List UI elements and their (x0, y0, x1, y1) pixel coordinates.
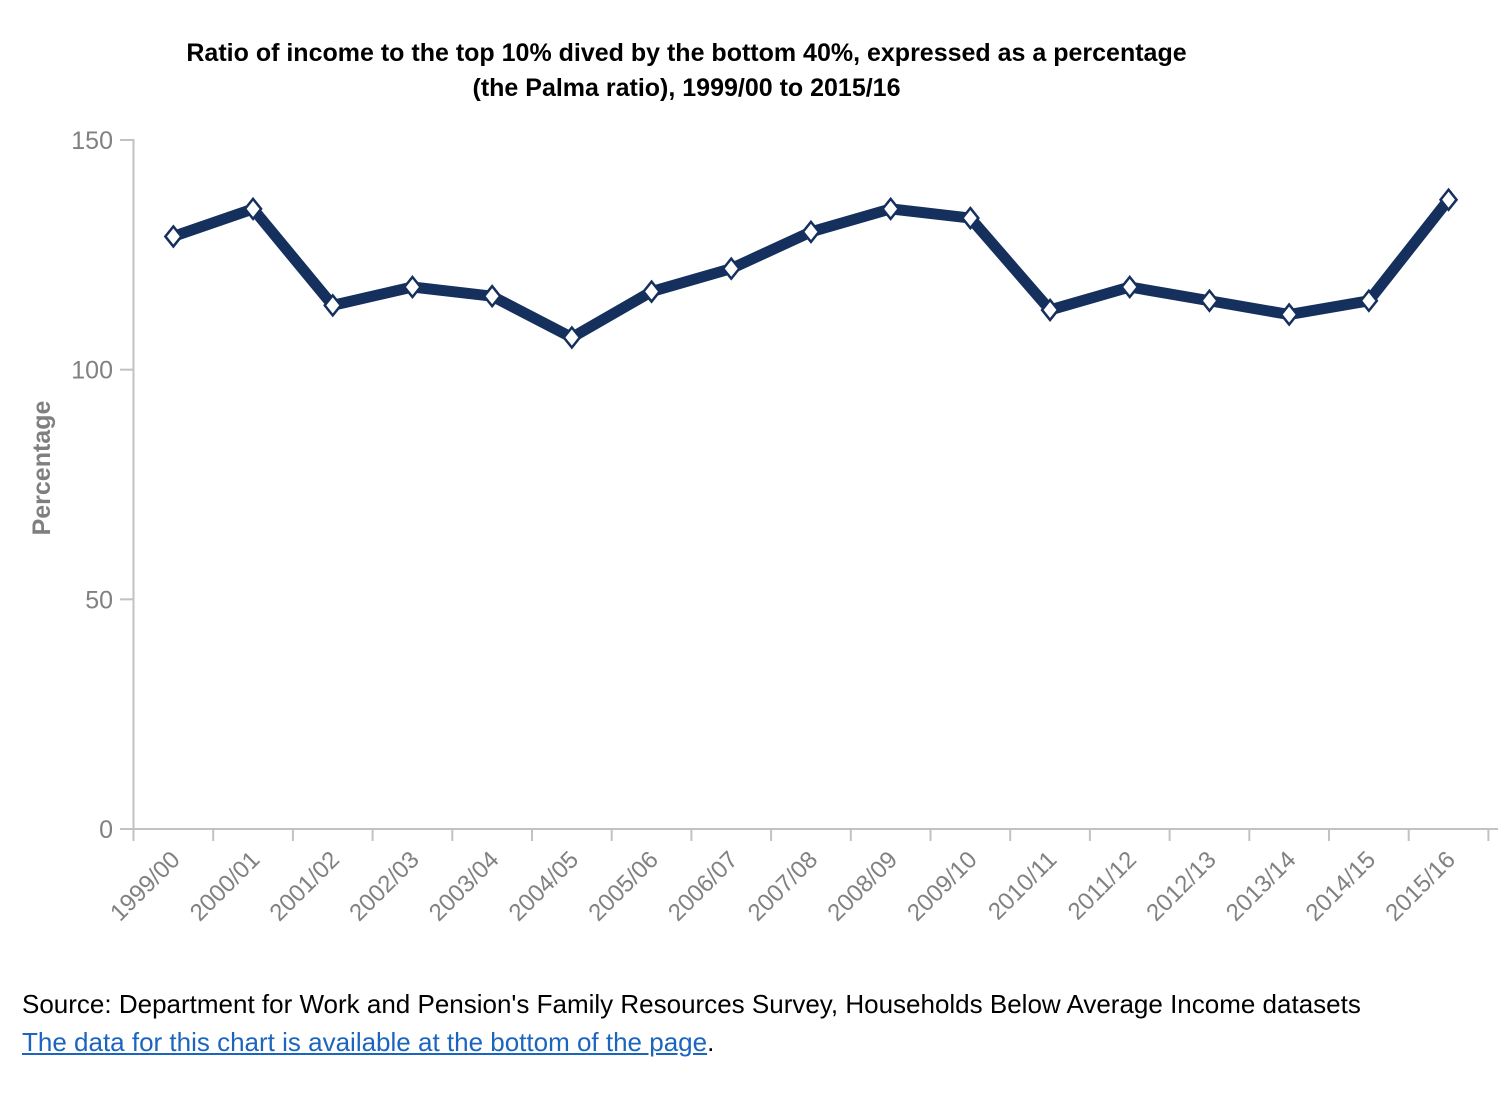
data-point-marker (323, 293, 343, 318)
x-tick-label: 2007/08 (743, 846, 823, 926)
data-point-marker (402, 274, 423, 299)
x-tick-label: 2001/02 (265, 846, 345, 926)
data-point-marker (482, 284, 502, 309)
x-tick-label: 2015/16 (1380, 846, 1460, 926)
x-tick-label: 2012/13 (1141, 846, 1221, 926)
data-point-marker (960, 206, 980, 231)
data-point-marker (562, 325, 582, 350)
data-point-marker (641, 279, 662, 304)
y-tick-label: 50 (85, 586, 113, 614)
x-tick-label: 2013/14 (1221, 846, 1301, 926)
data-link-line: The data for this chart is available at … (22, 1026, 1361, 1058)
y-tick-label: 150 (71, 127, 113, 155)
chart-title-line2: (the Palma ratio), 1999/00 to 2015/16 (472, 74, 901, 102)
data-point-marker (243, 196, 263, 221)
source-note: Source: Department for Work and Pension'… (22, 988, 1361, 1058)
x-tick-label: 2010/11 (983, 846, 1062, 925)
x-tick-label: 2006/07 (663, 846, 743, 926)
chart-title-line1: Ratio of income to the top 10% dived by … (186, 39, 1187, 67)
y-tick-label: 100 (71, 357, 113, 385)
x-tick-label: 2009/10 (902, 846, 982, 926)
y-tick-label: 0 (99, 816, 113, 844)
x-tick-label: 2003/04 (424, 846, 504, 926)
data-point-marker (1199, 288, 1220, 313)
data-point-marker (1040, 297, 1060, 322)
x-tick-label: 2005/06 (583, 846, 663, 926)
data-point-marker (881, 196, 901, 221)
chart-title: Ratio of income to the top 10% dived by … (0, 36, 1373, 106)
x-tick-label: 2002/03 (344, 846, 424, 926)
x-tick-label: 2008/09 (822, 846, 902, 926)
data-link[interactable]: The data for this chart is available at … (22, 1027, 708, 1057)
x-tick-label: 2004/05 (504, 846, 584, 926)
source-text: Source: Department for Work and Pension'… (22, 989, 1361, 1019)
data-point-marker (163, 224, 183, 249)
data-point-marker (1120, 274, 1140, 299)
palma-ratio-line-chart: 0 50 100 150 1999/00 2000/01 2001/02 2002/03 200… (71, 127, 1498, 927)
data-point-marker (1279, 302, 1299, 327)
x-tick-label: 2000/01 (185, 846, 265, 926)
data-point-marker (721, 256, 741, 281)
link-suffix: . (707, 1027, 715, 1057)
x-tick-label: 2011/12 (1063, 846, 1142, 925)
data-point-marker (1359, 288, 1379, 313)
x-tick-label: 1999/00 (105, 846, 185, 926)
data-point-marker (801, 219, 821, 244)
x-tick-label: 2014/15 (1301, 846, 1381, 926)
data-point-marker (1438, 187, 1459, 212)
